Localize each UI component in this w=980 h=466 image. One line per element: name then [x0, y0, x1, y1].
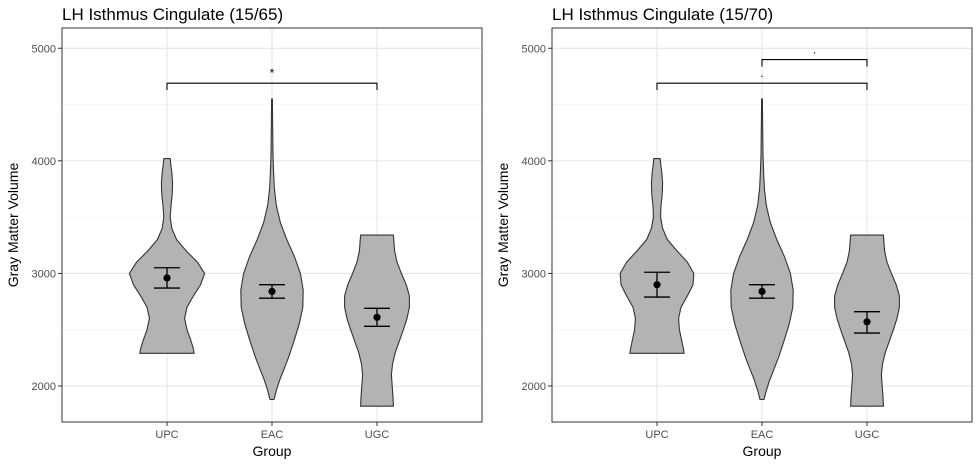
mean-point-eac	[268, 287, 276, 296]
y-tick-label: 2000	[522, 381, 546, 393]
significance-bracket: *	[166, 66, 378, 91]
significance-label: *	[270, 66, 275, 80]
panel-2: .. 2000 3000 4000 5000 UPC EAC UGC LH Isthmus Ci…	[495, 5, 973, 459]
mean-point-ugc	[863, 318, 871, 326]
x-tick-label: UGC	[365, 429, 390, 441]
chart-title: LH Isthmus Cingulate (15/65)	[62, 5, 283, 24]
significance-label: .	[760, 66, 763, 80]
mean-point-upc	[163, 274, 171, 282]
chart-title: LH Isthmus Cingulate (15/70)	[552, 5, 773, 24]
mean-point-ugc	[373, 313, 381, 321]
errorbar-eac	[259, 284, 285, 299]
x-tick-label: UPC	[645, 429, 668, 441]
errorbar-eac	[749, 284, 775, 299]
errorbar-ugc	[364, 307, 390, 327]
panel-1: * 2000 3000 4000 5000 UPC EAC UGC LH Isthmus Cin…	[5, 5, 483, 459]
violin-upc	[128, 158, 206, 354]
mean-point-eac	[758, 287, 766, 296]
bracket-line	[166, 82, 378, 91]
errorbar-ugc	[854, 311, 880, 334]
significance-bracket: .	[656, 66, 868, 91]
significance-label: .	[813, 43, 816, 57]
y-axis-title: Gray Matter Volume	[495, 163, 511, 288]
bracket-line	[761, 58, 868, 67]
x-axis-title: Group	[743, 443, 782, 459]
y-tick-label: 4000	[522, 156, 546, 168]
y-tick-label: 3000	[32, 268, 56, 280]
errorbar-upc	[154, 267, 180, 289]
violin-upc	[619, 158, 695, 354]
x-tick-label: UPC	[155, 429, 178, 441]
y-tick-label: 5000	[32, 43, 56, 55]
errorbar-upc	[644, 271, 670, 298]
bracket-line	[656, 82, 868, 91]
y-tick-label: 3000	[522, 268, 546, 280]
x-tick-label: UGC	[855, 429, 880, 441]
y-axis-title: Gray Matter Volume	[5, 163, 21, 288]
significance-bracket: .	[761, 43, 868, 67]
y-tick-label: 2000	[32, 381, 56, 393]
y-tick-label: 5000	[522, 43, 546, 55]
x-tick-label: EAC	[261, 429, 284, 441]
violin-eac	[240, 98, 304, 401]
y-tick-label: 4000	[32, 156, 56, 168]
mean-point-upc	[653, 281, 661, 289]
violin-eac	[730, 98, 794, 401]
x-axis-title: Group	[253, 443, 292, 459]
x-tick-label: EAC	[751, 429, 774, 441]
